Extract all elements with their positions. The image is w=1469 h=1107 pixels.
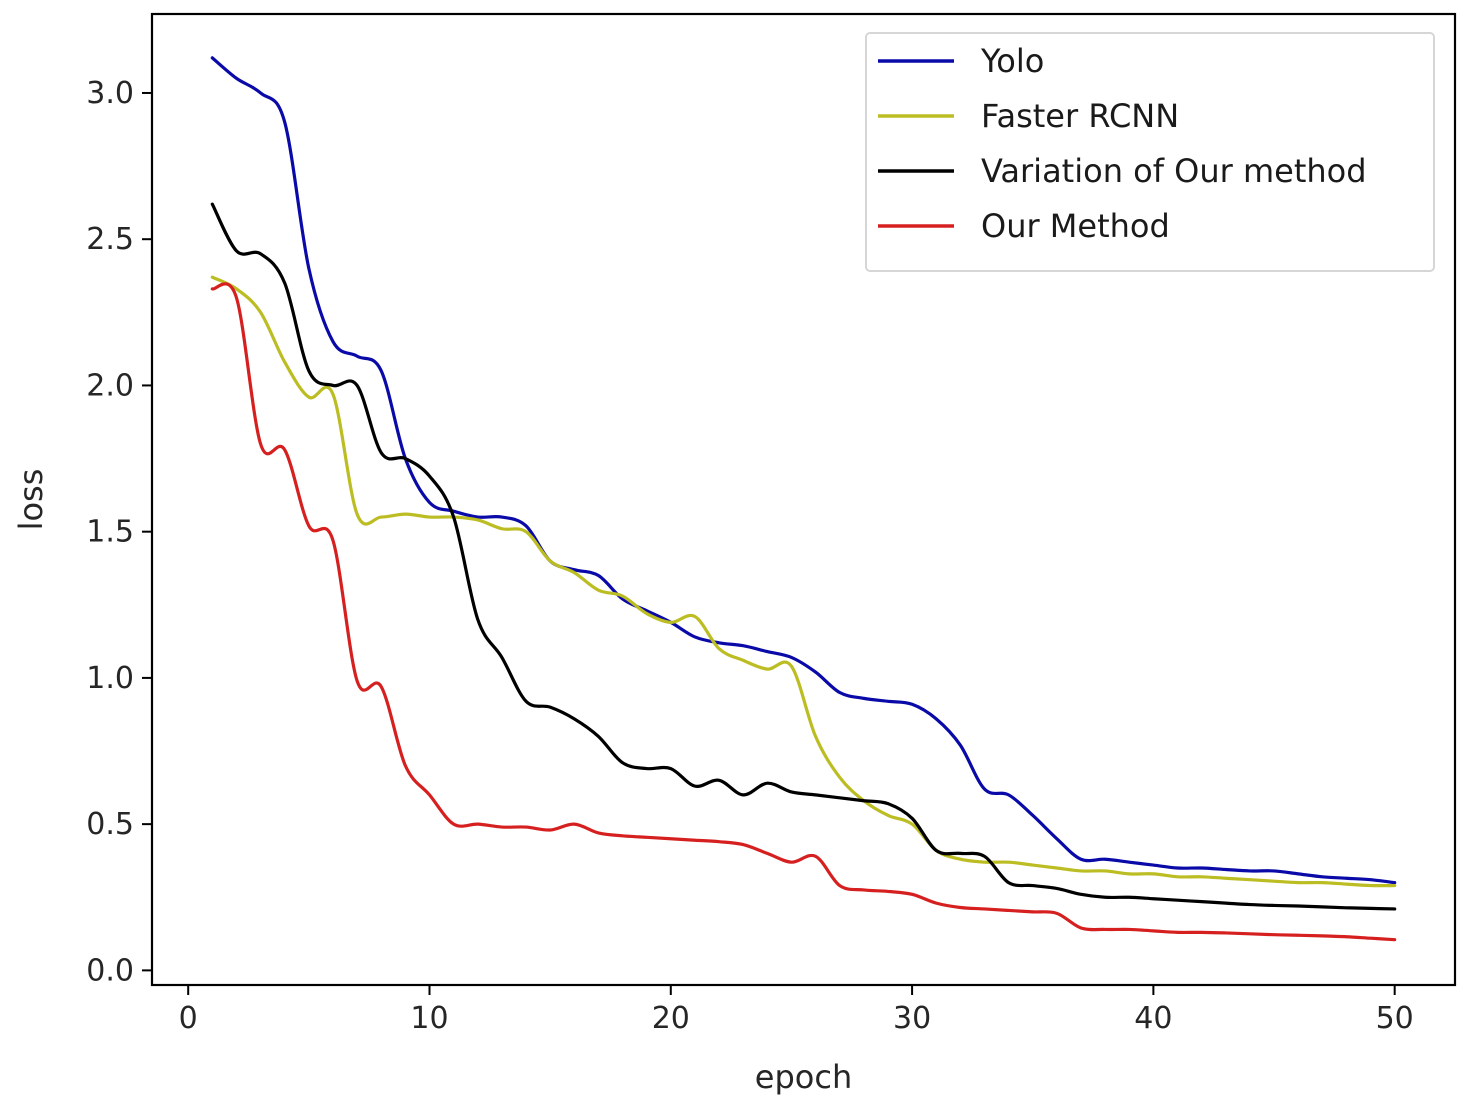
legend: Yolo Faster RCNN Variation of Our method Ou… xyxy=(865,32,1435,272)
series-line-our-method xyxy=(210,282,1397,942)
legend-label: Yolo xyxy=(980,42,1044,80)
series-line-faster-rcnn xyxy=(210,275,1397,888)
plot-frame xyxy=(150,12,1457,987)
y-tick-label: 1.5 xyxy=(86,515,134,550)
y-axis: 0.0 0.5 1.0 1.5 2.0 2.5 3.0 xyxy=(86,76,152,988)
series-line-variation-of-our-method xyxy=(210,202,1397,911)
x-axis-label: epoch xyxy=(755,1058,852,1096)
y-tick-label: 3.0 xyxy=(86,76,134,111)
y-axis-label: loss xyxy=(12,469,50,531)
y-tick-label: 2.5 xyxy=(86,222,134,257)
y-tick-label: 0.5 xyxy=(86,807,134,842)
legend-label: Our Method xyxy=(981,207,1170,245)
x-axis: 0 10 20 30 40 50 xyxy=(179,985,1414,1036)
x-tick-label: 50 xyxy=(1376,1001,1414,1036)
y-tick-label: 0.0 xyxy=(86,953,134,988)
x-tick-label: 0 xyxy=(179,1001,198,1036)
x-tick-label: 30 xyxy=(893,1001,931,1036)
legend-label: Faster RCNN xyxy=(981,97,1179,135)
plot-lines xyxy=(210,56,1397,942)
series-line-yolo xyxy=(210,56,1397,885)
legend-box xyxy=(865,32,1435,272)
y-tick-label: 1.0 xyxy=(86,661,134,696)
legend-label: Variation of Our method xyxy=(981,152,1367,190)
y-tick-label: 2.0 xyxy=(86,368,134,403)
x-tick-label: 20 xyxy=(652,1001,690,1036)
x-tick-label: 40 xyxy=(1134,1001,1172,1036)
x-tick-label: 10 xyxy=(410,1001,448,1036)
